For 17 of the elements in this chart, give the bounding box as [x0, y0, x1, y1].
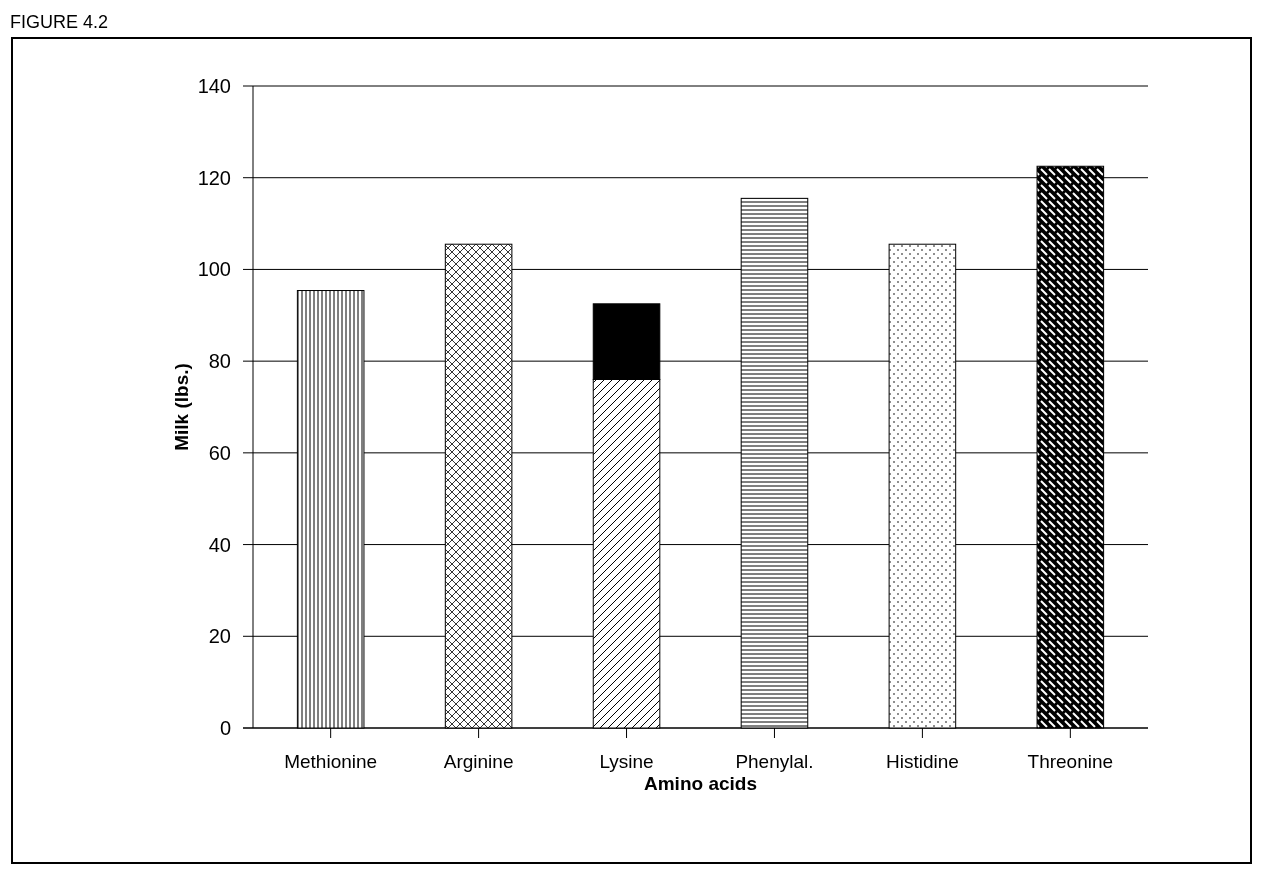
x-tick-label: Histidine — [885, 751, 959, 772]
y-tick-label: 60 — [208, 441, 231, 464]
text: FIGURE 4.2 — [10, 12, 109, 32]
x-tick-label: Lysine — [599, 751, 654, 772]
x-tick-label: Methionine — [284, 751, 378, 772]
y-tick-label: 40 — [208, 533, 231, 556]
x-axis-title: Amino acids — [644, 773, 757, 794]
y-tick-label: 0 — [219, 717, 231, 739]
x-tick-label: Arginine — [443, 751, 514, 772]
x-tick-label: Threonine — [1027, 751, 1114, 772]
y-tick-label: 100 — [197, 258, 231, 281]
y-axis-title: Milk (lbs.) — [171, 363, 192, 451]
y-tick-label: 120 — [197, 166, 231, 189]
y-tick-label: 140 — [197, 75, 231, 97]
y-tick-label: 20 — [208, 625, 231, 648]
y-tick-label: 80 — [208, 350, 231, 373]
x-tick-label: Phenylal. — [735, 751, 814, 772]
